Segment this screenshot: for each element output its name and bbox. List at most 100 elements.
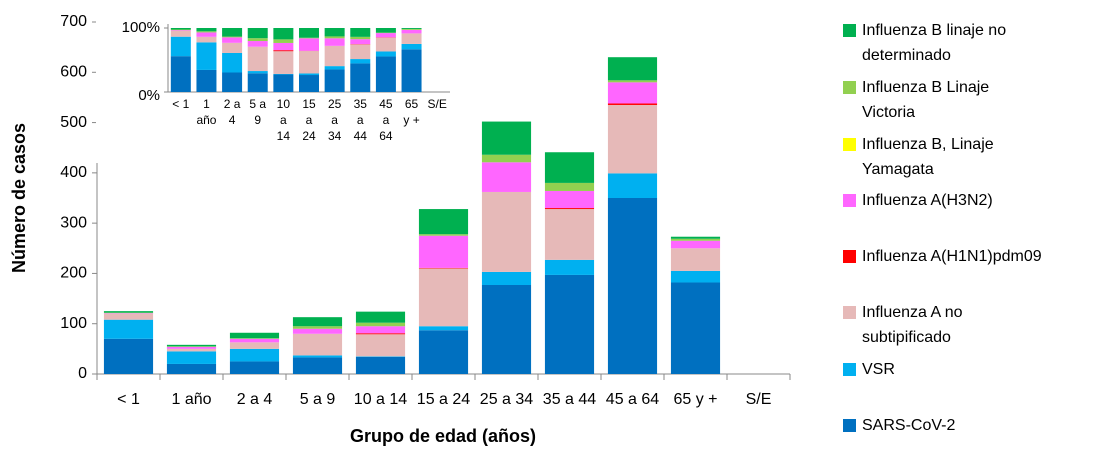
inset-bar-segment: [196, 32, 217, 37]
bar-segment: [166, 351, 217, 364]
bar-segment: [418, 330, 469, 374]
inset-bar-segment: [401, 43, 422, 50]
legend-swatch: [843, 363, 856, 376]
inset-bar-segment: [222, 36, 243, 38]
inset-bar-segment: [273, 50, 294, 52]
bar-segment: [292, 357, 343, 374]
inset-bar-segment: [222, 72, 243, 92]
bar-segment: [355, 311, 406, 323]
bar-segment: [103, 319, 154, 339]
bar-segment: [607, 103, 658, 105]
inset-bar-segment: [196, 36, 217, 43]
inset-bar-segment: [247, 71, 268, 74]
inset-bar-segment: [299, 73, 319, 76]
bar-segment: [418, 234, 469, 236]
inset-bar-segment: [247, 38, 268, 42]
bar-segment: [292, 317, 343, 327]
x-tick-label: S/E: [746, 391, 772, 408]
inset-x-tick-label: 45 a 64: [379, 97, 393, 143]
bar-segment: [481, 121, 532, 155]
inset-x-tick-label: 2 a 4: [223, 97, 241, 127]
x-tick-label: 10 a 14: [354, 391, 407, 408]
bar-segment: [103, 313, 154, 314]
inset-x-tick-label: < 1: [172, 97, 190, 111]
inset-bar-segment: [247, 28, 268, 39]
bar-segment: [229, 361, 280, 374]
inset-bar-segment: [222, 28, 243, 37]
y-tick-label: 300: [60, 214, 87, 231]
bar-segment: [292, 355, 343, 358]
inset-bar-segment: [350, 28, 371, 37]
inset-bar-segment: [375, 37, 396, 52]
bar-segment: [355, 326, 406, 334]
bar-segment: [670, 248, 721, 271]
inset-bar-segment: [247, 41, 268, 47]
bar-segment: [355, 334, 406, 357]
inset-bar-segment: [273, 28, 294, 40]
inset-x-tick-label: 35 a 44: [353, 97, 367, 143]
bar-segment: [229, 338, 280, 343]
inset-bar-segment: [170, 56, 191, 92]
bar-segment: [103, 311, 154, 313]
bar-segment: [103, 312, 154, 314]
inset-bar-segment: [324, 69, 345, 92]
bar-segment: [544, 259, 595, 275]
bar-segment: [292, 328, 343, 334]
x-tick-label: 65 y +: [673, 391, 717, 408]
x-tick-label: 35 a 44: [543, 391, 596, 408]
bar-segment: [481, 191, 532, 272]
bar-segment: [103, 313, 154, 320]
inset-bar-segment: [324, 66, 345, 70]
bar-segment: [670, 238, 721, 241]
bar-segment: [544, 209, 595, 260]
y-tick-label: 700: [60, 13, 87, 30]
bar-segment: [355, 356, 406, 357]
bar-segment: [355, 322, 406, 327]
y-tick-label: 100: [60, 315, 87, 332]
legend-label: Influenza B, Linaje Yamagata: [862, 136, 994, 178]
x-tick-label: 5 a 9: [300, 391, 336, 408]
inset-x-tick-label: S/E: [427, 97, 447, 111]
inset-bar-segment: [375, 56, 396, 92]
inset-x-tick-label: 10 a 14: [276, 97, 291, 143]
inset-bar-segment: [196, 31, 217, 33]
bar-segment: [418, 268, 469, 327]
inset-bar-segment: [350, 63, 371, 92]
bar-segment: [166, 363, 217, 374]
legend-item: Influenza B Linaje Victoria: [843, 75, 1043, 125]
legend-swatch: [843, 81, 856, 94]
bar-segment: [166, 348, 217, 352]
inset-bar-segment: [401, 28, 422, 29]
bar-segment: [481, 284, 532, 374]
bar-segment: [103, 338, 154, 374]
legend-swatch: [843, 250, 856, 263]
bar-segment: [481, 154, 532, 163]
inset-bar-segment: [170, 28, 191, 30]
bar-segment: [607, 80, 658, 83]
legend-swatch: [843, 194, 856, 207]
bar-segment: [355, 356, 406, 374]
legend-swatch: [843, 24, 856, 37]
bar-segment: [607, 57, 658, 81]
bar-segment: [481, 162, 532, 192]
legend-item: Influenza B linaje no determinado: [843, 18, 1043, 68]
x-tick-label: 1 año: [171, 391, 211, 408]
bar-segment: [670, 270, 721, 283]
y-tick-label: 400: [60, 164, 87, 181]
inset-bar-segment: [299, 28, 319, 38]
inset-bar-segment: [401, 28, 422, 30]
bar-segment: [544, 190, 595, 209]
legend-label: Influenza A no subtipificado: [862, 304, 963, 346]
bar-segment: [607, 173, 658, 198]
x-axis-title: Grupo de edad (años): [350, 426, 536, 446]
legend-item: Influenza B, Linaje Yamagata: [843, 132, 1043, 182]
inset-bar-segment: [273, 74, 294, 92]
bar-segment: [229, 348, 280, 362]
inset-bar-segment: [170, 30, 191, 31]
inset-bar-segment: [350, 36, 371, 40]
inset-bar-segment: [350, 39, 371, 45]
y-tick-label: 200: [60, 265, 87, 282]
legend-label: Influenza A(H1N1)pdm09: [862, 248, 1042, 265]
